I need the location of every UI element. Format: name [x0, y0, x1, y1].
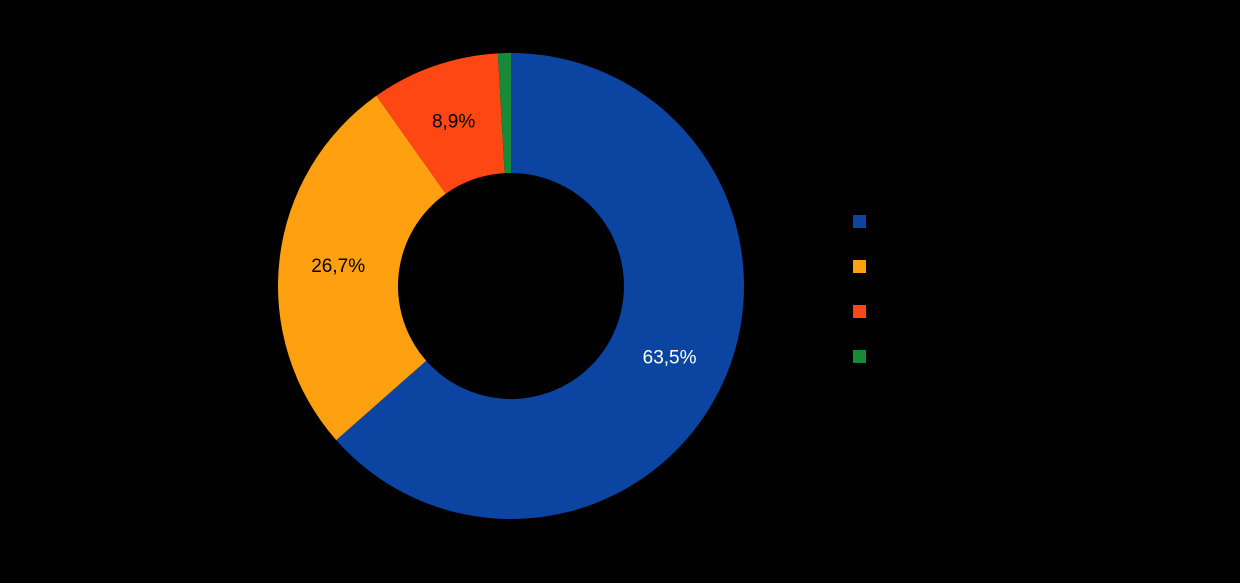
donut-slice-1: [277, 95, 446, 441]
donut-slice-2: [376, 53, 505, 194]
legend-swatch: [853, 305, 866, 318]
chart-legend: [853, 215, 874, 363]
donut-slice-0: [336, 53, 744, 519]
legend-item-3: [853, 350, 874, 363]
legend-swatch: [853, 260, 866, 273]
legend-swatch: [853, 350, 866, 363]
donut-slice-3: [497, 53, 511, 174]
legend-item-0: [853, 215, 874, 228]
slice-percentage-label: 8,9%: [432, 112, 475, 133]
legend-item-2: [853, 305, 874, 318]
slice-percentage-label: 63,5%: [643, 348, 697, 369]
slice-percentage-label: 26,7%: [311, 256, 365, 277]
legend-item-1: [853, 260, 874, 273]
legend-swatch: [853, 215, 866, 228]
